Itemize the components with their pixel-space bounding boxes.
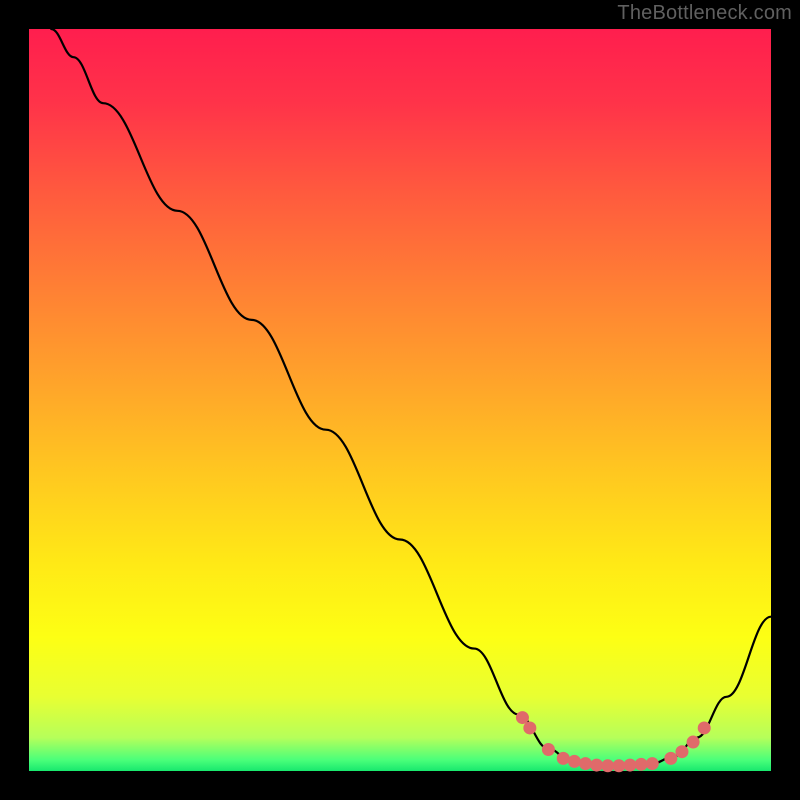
marker-dot [516,711,529,724]
marker-dot [635,758,648,771]
marker-dot [646,757,659,770]
marker-dot [612,759,625,772]
plot-background [29,29,771,771]
marker-dot [590,759,603,772]
marker-dot [698,721,711,734]
marker-dot [664,752,677,765]
chart-frame: TheBottleneck.com [0,0,800,800]
marker-dot [675,745,688,758]
attribution-label: TheBottleneck.com [617,2,792,25]
marker-dot [579,757,592,770]
chart-svg [0,0,800,800]
marker-dot [523,721,536,734]
marker-dot [624,759,637,772]
marker-dot [568,755,581,768]
marker-dot [601,759,614,772]
marker-dot [687,736,700,749]
marker-dot [557,752,570,765]
marker-dot [542,743,555,756]
